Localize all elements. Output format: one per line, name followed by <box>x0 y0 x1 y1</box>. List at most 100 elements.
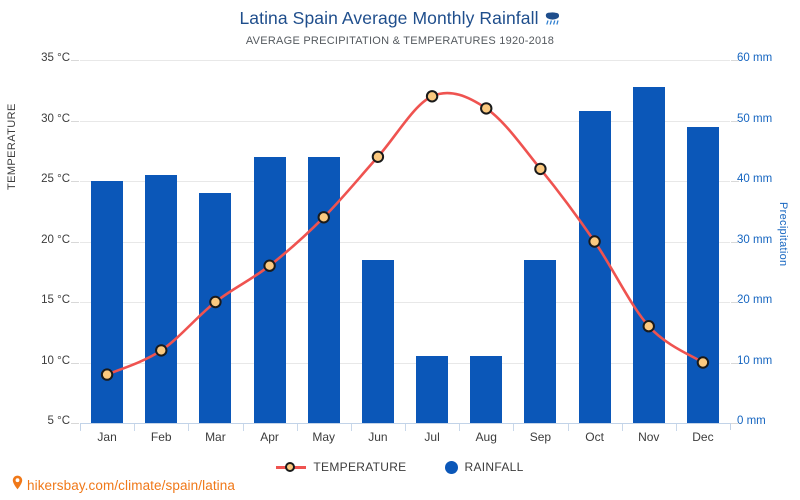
footer: hikersbay.com/climate/spain/latina <box>12 475 235 495</box>
left-tick-mark <box>71 302 79 303</box>
left-tick-mark <box>71 423 79 424</box>
temperature-point[interactable]: Jun: 27 °C <box>371 150 385 164</box>
left-tick-mark <box>71 241 79 243</box>
x-axis-tick-label: Aug <box>475 430 497 444</box>
right-axis-ticks: 0 mm 10 mm 20 mm 30 mm 40 mm 50 mm 60 mm <box>737 0 797 500</box>
right-tick-mark <box>731 241 739 243</box>
left-axis-tick-label: 25 °C <box>41 173 70 185</box>
temperature-point[interactable]: Nov: 13 °C <box>642 320 655 333</box>
chart-subtitle: AVERAGE PRECIPITATION & TEMPERATURES 192… <box>245 35 555 47</box>
gridline <box>80 362 730 364</box>
x-axis-divider <box>621 424 623 431</box>
left-axis-tick-label: 15 °C <box>41 294 70 306</box>
x-axis-divider <box>350 424 352 431</box>
rainfall-bar[interactable] <box>632 87 665 423</box>
temperature-markers: Jan: 9 °C Feb: 11 °C Mar: 15 °C Apr: 18 °C M… <box>100 90 710 381</box>
temperature-point[interactable]: Dec: 10 °C <box>696 356 710 369</box>
right-tick-mark <box>731 362 739 364</box>
temperature-point[interactable]: Apr: 18 °C <box>263 259 276 272</box>
right-axis-tick-label: 0 mm <box>737 415 766 427</box>
rainfall-legend-icon <box>444 460 458 474</box>
temperature-point[interactable]: Aug: 31 °C <box>480 102 493 115</box>
x-axis-end-cap <box>80 423 81 430</box>
legend-label-temperature: TEMPERATURE <box>313 460 407 474</box>
temperature-point[interactable]: Jan: 9 °C <box>100 368 114 381</box>
temperature-point[interactable]: Jul: 32 °C <box>425 90 439 103</box>
right-axis-tick-label: 50 mm <box>737 112 773 125</box>
rainfall-bar[interactable] <box>91 181 124 423</box>
right-axis-tick-label: 60 mm <box>737 52 773 64</box>
right-tick-mark <box>731 60 739 61</box>
source-link[interactable]: hikersbay.com/climate/spain/latina <box>27 477 235 493</box>
left-axis-tick-label: 5 °C <box>47 415 71 427</box>
x-axis-divider <box>405 424 406 431</box>
left-tick-mark <box>71 362 79 364</box>
temperature-point[interactable]: Mar: 15 °C <box>209 295 222 309</box>
x-axis-divider <box>675 424 677 431</box>
gridline <box>80 181 730 182</box>
x-axis-tick-label: Dec <box>692 430 714 444</box>
x-axis-divider <box>188 424 190 431</box>
temperature-line <box>105 91 705 376</box>
left-axis-tick-label: 10 °C <box>41 354 70 367</box>
x-axis-tick-label: May <box>312 430 336 444</box>
x-axis-tick-label: Mar <box>205 430 226 444</box>
rainfall-bar[interactable] <box>578 111 611 423</box>
x-axis-end-cap <box>730 423 731 430</box>
temperature-point[interactable]: May: 22 °C <box>317 211 330 224</box>
x-axis-tick-label: Feb <box>150 430 172 444</box>
page-title: Latina Spain Average Monthly Rainfall <box>0 8 800 31</box>
rainfall-bar[interactable] <box>361 259 394 423</box>
left-axis-tick-label: 30 °C <box>41 112 70 125</box>
rainfall-bar[interactable] <box>416 356 449 423</box>
right-tick-mark <box>731 302 739 303</box>
x-axis-tick-label: Sep <box>529 430 552 444</box>
temperature-legend-icon <box>276 461 307 473</box>
x-axis-line <box>80 423 731 424</box>
rainfall-bar[interactable] <box>686 126 719 423</box>
right-tick-mark <box>731 423 739 424</box>
left-tick-mark <box>71 181 79 182</box>
right-tick-mark <box>731 181 739 182</box>
gridline <box>80 241 730 243</box>
x-axis-tick-label: Apr <box>260 430 279 444</box>
right-axis-tick-label: 10 mm <box>737 354 773 367</box>
right-axis-tick-label: 30 mm <box>737 233 773 246</box>
x-axis-tick-label: Jul <box>424 430 440 444</box>
legend-item-rainfall[interactable]: RAINFALL <box>444 460 524 474</box>
legend-item-temperature[interactable]: TEMPERATURE <box>276 460 406 474</box>
temperature-line-layer: Jan: 9 °C Feb: 11 °C Mar: 15 °C Apr: 18 °C M… <box>100 90 710 381</box>
chart-title-text: Latina Spain Average Monthly Rainfall <box>239 8 539 28</box>
temperature-point[interactable]: Oct: 20 °C <box>588 235 601 248</box>
x-axis-divider <box>513 424 515 431</box>
temperature-point[interactable]: Feb: 11 °C <box>155 344 168 357</box>
rainfall-bar[interactable] <box>307 156 340 423</box>
rainfall-bar[interactable] <box>145 174 178 423</box>
x-axis-divider <box>459 424 461 431</box>
rainfall-bar[interactable] <box>524 259 557 423</box>
rain-cloud-icon <box>544 10 561 31</box>
gridline <box>80 302 730 303</box>
left-axis-ticks: 5 °C 10 °C 15 °C 20 °C 25 °C 30 °C 35 °C <box>14 0 70 500</box>
x-axis-tick-label: Jan <box>97 430 117 444</box>
x-axis-tick-label: Jun <box>368 430 388 444</box>
left-tick-mark <box>71 60 79 61</box>
x-axis-divider <box>134 424 136 431</box>
left-axis-tick-label: 35 °C <box>41 52 70 64</box>
map-pin-icon <box>12 475 23 495</box>
left-tick-mark <box>71 120 79 122</box>
x-axis-tick-label: Oct <box>585 430 604 444</box>
rainfall-bar[interactable] <box>470 356 503 423</box>
x-axis-tick-label: Nov <box>638 430 660 444</box>
chart-legend: TEMPERATURE RAINFALL <box>0 460 800 474</box>
gridline <box>80 60 730 61</box>
right-tick-mark <box>731 120 739 122</box>
right-axis-tick-label: 40 mm <box>737 173 773 185</box>
legend-label-rainfall: RAINFALL <box>464 460 524 474</box>
temperature-point[interactable]: Sep: 26 °C <box>534 162 547 176</box>
plot-area: Jan: 9 °C Feb: 11 °C Mar: 15 °C Apr: 18 °C M… <box>71 60 739 424</box>
rainfall-bar[interactable] <box>253 156 286 423</box>
left-axis-tick-label: 20 °C <box>41 233 70 246</box>
right-axis-tick-label: 20 mm <box>737 294 773 306</box>
